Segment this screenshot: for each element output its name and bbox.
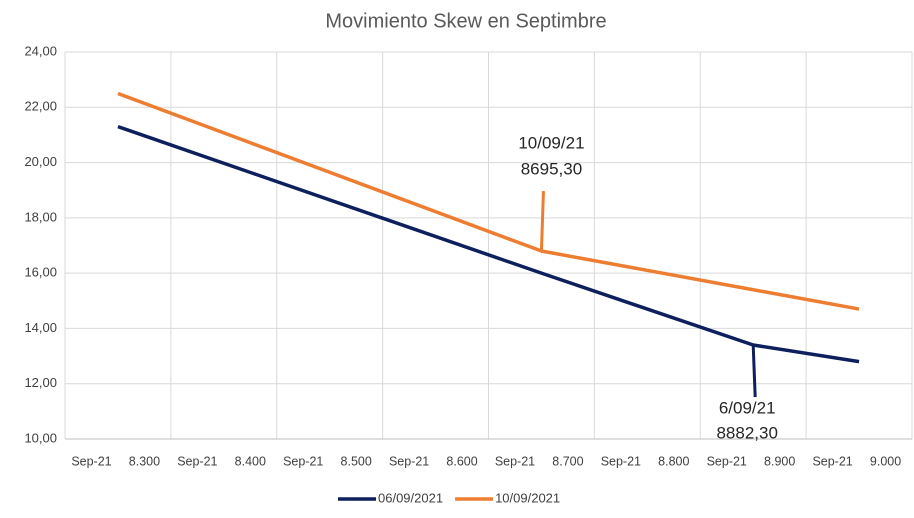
callout-line bbox=[751, 344, 757, 398]
x-tick-label: 8.600 bbox=[446, 454, 477, 468]
x-tick-label: Sep-21 bbox=[707, 454, 747, 468]
y-tick-label: 12,00 bbox=[24, 375, 57, 390]
x-tick-label: 8.900 bbox=[764, 454, 795, 468]
y-tick-label: 18,00 bbox=[24, 209, 57, 224]
x-tick-label: Sep-21 bbox=[389, 454, 429, 468]
legend-label: 06/09/2021 bbox=[378, 490, 443, 505]
annotation-text: 6/09/21 bbox=[719, 398, 776, 417]
series-line bbox=[117, 124, 860, 364]
y-tick-label: 16,00 bbox=[24, 265, 57, 280]
annotation-text: 8695,30 bbox=[521, 160, 582, 179]
annotation-text: 8882,30 bbox=[716, 423, 777, 442]
x-tick-label: 9.000 bbox=[870, 454, 901, 468]
x-tick-label: 8.700 bbox=[552, 454, 583, 468]
x-tick-label: Sep-21 bbox=[283, 454, 323, 468]
x-tick-label: Sep-21 bbox=[495, 454, 535, 468]
y-tick-label: 24,00 bbox=[24, 43, 57, 58]
y-tick-label: 14,00 bbox=[24, 320, 57, 335]
x-tick-label: 8.400 bbox=[235, 454, 266, 468]
annotation-text: 10/09/21 bbox=[518, 134, 584, 153]
x-tick-label: 8.300 bbox=[129, 454, 160, 468]
x-tick-label: Sep-21 bbox=[177, 454, 217, 468]
x-tick-label: Sep-21 bbox=[71, 454, 111, 468]
x-tick-label: 8.500 bbox=[341, 454, 372, 468]
chart-title: Movimiento Skew en Septimbre bbox=[325, 10, 606, 32]
y-tick-label: 22,00 bbox=[24, 99, 57, 114]
x-tick-label: Sep-21 bbox=[601, 454, 641, 468]
callout-line bbox=[539, 190, 545, 252]
legend-label: 10/09/2021 bbox=[495, 490, 560, 505]
x-tick-label: Sep-21 bbox=[812, 454, 852, 468]
series-line bbox=[117, 91, 860, 311]
x-tick-label: 8.800 bbox=[658, 454, 689, 468]
y-tick-label: 20,00 bbox=[24, 154, 57, 169]
y-tick-label: 10,00 bbox=[24, 430, 57, 445]
